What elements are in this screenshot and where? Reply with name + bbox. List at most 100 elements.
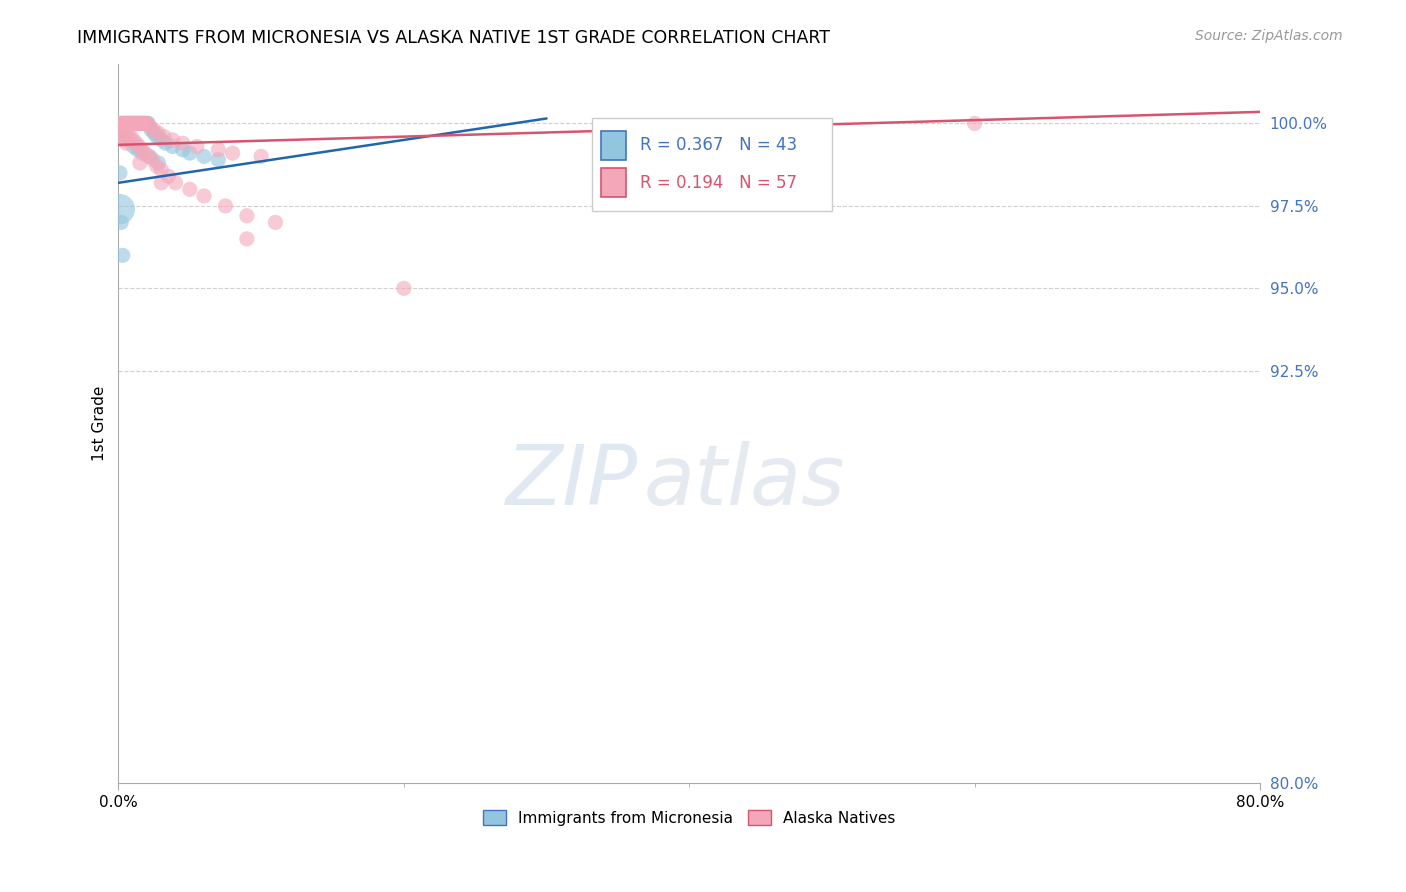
Point (121, 116, 143, 130)
Point (138, 116, 160, 130)
Point (179, 182, 201, 196)
Point (111, 116, 134, 130)
Point (221, 146, 243, 161)
Point (207, 153, 229, 167)
Point (111, 120, 134, 134)
Point (112, 126, 135, 140)
Point (131, 116, 153, 130)
Point (125, 116, 148, 130)
Point (120, 116, 142, 130)
FancyBboxPatch shape (592, 118, 832, 211)
Point (110, 116, 132, 130)
Point (125, 116, 148, 130)
Point (118, 133, 141, 147)
Y-axis label: 1st Grade: 1st Grade (93, 386, 107, 461)
Point (139, 120, 162, 134)
Point (114, 123, 136, 137)
Point (127, 116, 149, 130)
Point (118, 116, 141, 130)
Text: R = 0.194   N = 57: R = 0.194 N = 57 (640, 174, 797, 192)
Point (134, 146, 156, 161)
Point (148, 156, 170, 170)
Point (150, 176, 173, 190)
Point (111, 116, 134, 130)
Point (124, 116, 146, 130)
Point (115, 136, 138, 151)
Point (236, 232, 259, 246)
Point (250, 149, 273, 163)
Point (127, 143, 149, 157)
Point (148, 126, 170, 140)
Point (128, 116, 150, 130)
Point (143, 123, 166, 137)
Point (134, 116, 156, 130)
Point (115, 129, 138, 144)
Point (125, 136, 148, 151)
Point (117, 126, 139, 140)
Point (118, 116, 141, 130)
Point (110, 215, 132, 229)
Point (143, 126, 166, 140)
Point (120, 116, 142, 130)
Point (186, 139, 208, 153)
Point (114, 116, 136, 130)
Point (122, 133, 145, 147)
Text: R = 0.367   N = 43: R = 0.367 N = 43 (640, 136, 797, 154)
Point (122, 139, 145, 153)
Point (112, 116, 135, 130)
Point (117, 116, 139, 130)
Point (193, 189, 215, 203)
Point (112, 116, 135, 130)
Point (138, 149, 160, 163)
Point (172, 136, 194, 151)
Text: atlas: atlas (644, 441, 845, 522)
Point (128, 156, 150, 170)
Point (124, 116, 146, 130)
Point (165, 176, 187, 190)
Point (110, 116, 132, 130)
Point (136, 116, 159, 130)
Point (139, 149, 162, 163)
Point (236, 209, 259, 223)
Point (193, 149, 215, 163)
Point (129, 116, 152, 130)
Point (150, 133, 173, 147)
Point (114, 116, 136, 130)
Point (162, 139, 184, 153)
Point (153, 129, 176, 144)
Bar (602, 169, 627, 197)
Point (136, 116, 159, 130)
Text: IMMIGRANTS FROM MICRONESIA VS ALASKA NATIVE 1ST GRADE CORRELATION CHART: IMMIGRANTS FROM MICRONESIA VS ALASKA NAT… (77, 29, 831, 46)
Point (112, 133, 135, 147)
Point (122, 116, 145, 130)
Point (214, 199, 236, 213)
Point (129, 116, 152, 130)
Legend: Immigrants from Micronesia, Alaska Natives: Immigrants from Micronesia, Alaska Nativ… (482, 810, 896, 826)
Point (134, 116, 156, 130)
Point (146, 159, 169, 173)
Point (172, 143, 194, 157)
Point (127, 116, 149, 130)
Point (150, 162, 173, 177)
Point (141, 123, 163, 137)
Point (108, 202, 131, 217)
Point (121, 116, 143, 130)
Point (111, 123, 134, 137)
Point (179, 146, 201, 161)
Point (128, 139, 150, 153)
Point (110, 129, 132, 144)
Point (115, 116, 138, 130)
Point (108, 166, 131, 180)
Point (122, 116, 145, 130)
Point (117, 116, 139, 130)
Point (110, 120, 132, 134)
Point (162, 133, 184, 147)
Point (128, 116, 150, 130)
Point (135, 116, 157, 130)
Point (135, 116, 157, 130)
Point (146, 129, 169, 144)
Point (111, 248, 134, 262)
Point (207, 143, 229, 157)
Point (131, 143, 153, 157)
Point (131, 146, 153, 161)
